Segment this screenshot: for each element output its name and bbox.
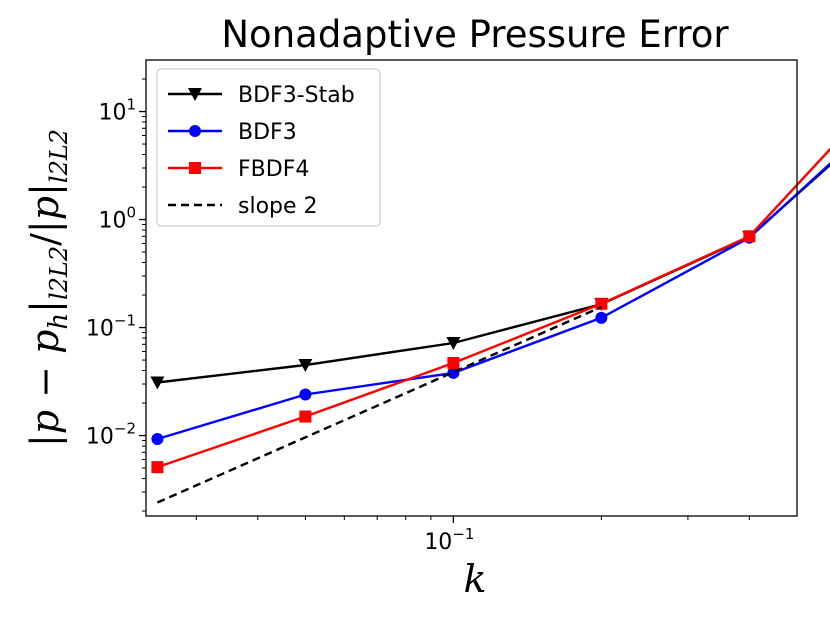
data-point-fbdf4 <box>743 230 756 243</box>
y-tick-label: 10−2 <box>86 420 136 450</box>
data-point-bdf3 <box>299 388 312 401</box>
legend-label-bdf3: BDF3 <box>238 120 297 145</box>
legend-marker-bdf3-stab <box>188 88 202 101</box>
y-label-bar-left: | <box>23 434 67 447</box>
legend: BDF3-Stab BDF3 FBDF4 slope 2 <box>156 68 381 227</box>
legend-box <box>156 68 381 227</box>
data-point-bdf3-stab <box>298 359 313 373</box>
y-tick-base: 10 <box>98 209 126 234</box>
x-axis-label: k <box>463 557 486 601</box>
y-tick-exp: −2 <box>114 420 136 438</box>
y-label-p3: p <box>23 196 67 220</box>
y-label-minus: − <box>23 354 67 410</box>
y-tick-base: 10 <box>86 317 114 342</box>
y-label-slash: / <box>23 233 67 246</box>
y-label-bar4: | <box>23 183 67 196</box>
x-tick-base: 10 <box>424 530 452 555</box>
series-line-fbdf4 <box>157 147 830 469</box>
data-point-fbdf4 <box>299 410 312 423</box>
data-point-bdf3 <box>151 432 164 445</box>
y-axis-label: |p − ph|l2L2/|p|l2L2 <box>23 129 74 447</box>
y-label-p2: p <box>23 330 67 354</box>
series-layer <box>150 147 830 504</box>
y-tick-base: 10 <box>98 101 126 126</box>
y-tick-exp: 0 <box>126 204 136 222</box>
legend-items: BDF3-Stab BDF3 FBDF4 slope 2 <box>168 83 355 219</box>
x-tick-exp: −1 <box>452 525 474 543</box>
y-label-bar-mid: | <box>23 300 67 313</box>
y-label-sub2: l2L2 <box>45 129 73 183</box>
data-point-fbdf4 <box>151 461 164 474</box>
y-tick-label: 10−1 <box>86 312 136 342</box>
y-tick-base: 10 <box>86 425 114 450</box>
y-label-bar3: | <box>23 220 67 233</box>
y-label-p: p <box>23 410 67 434</box>
y-tick-label: 100 <box>98 204 136 234</box>
y-label-sub1: l2L2 <box>45 246 73 300</box>
data-point-fbdf4 <box>595 297 608 310</box>
data-point-fbdf4 <box>447 356 460 369</box>
series-line-bdf3 <box>157 162 830 441</box>
legend-label-slope-2: slope 2 <box>238 194 318 219</box>
legend-marker-fbdf4 <box>189 162 201 174</box>
plot-frame <box>145 59 798 517</box>
y-tick-label: 101 <box>98 96 136 126</box>
legend-label-fbdf4: FBDF4 <box>238 157 309 182</box>
data-point-bdf3 <box>595 311 608 324</box>
x-tick-label: 10−1 <box>424 525 474 555</box>
y-label-h: h <box>44 313 74 330</box>
y-tick-exp: 1 <box>126 96 136 114</box>
y-tick-exp: −1 <box>114 312 136 330</box>
data-point-bdf3-stab <box>446 336 461 350</box>
legend-marker-bdf3 <box>189 125 201 137</box>
data-point-bdf3-stab <box>150 376 165 390</box>
series-line-slope-2 <box>156 305 602 504</box>
legend-label-bdf3-stab: BDF3-Stab <box>238 83 355 108</box>
chart-title: Nonadaptive Pressure Error <box>221 13 729 56</box>
